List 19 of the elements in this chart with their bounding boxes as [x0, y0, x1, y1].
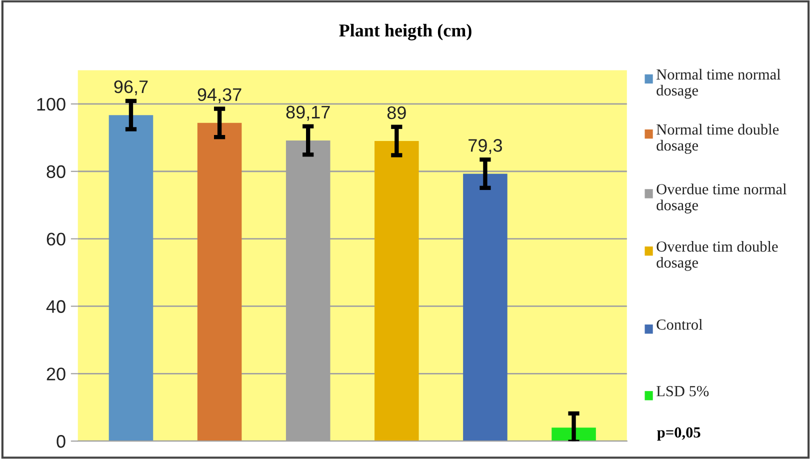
data-label: 89,17 [286, 106, 330, 121]
legend-label: Overdue tim double dosage [656, 240, 778, 271]
data-label: 89 [387, 106, 406, 120]
legend-label: Control [656, 319, 702, 330]
text: p=0,05 [657, 427, 700, 441]
y-tick-label: 20 [46, 368, 66, 380]
data-label: 94,37 [198, 88, 242, 104]
legend-label: Normal time normal dosage [656, 68, 781, 99]
y-tick-label: 80 [46, 165, 66, 178]
chart-title: Plant heigth (cm) [339, 24, 472, 40]
y-tick-label: 100 [37, 98, 66, 111]
y-tick-label: 60 [46, 232, 66, 246]
legend-label: LSD 5% [656, 386, 709, 396]
y-tick-label: 0 [56, 435, 66, 448]
data-label: 96,7 [114, 80, 148, 96]
y-tick-label: 40 [46, 300, 66, 313]
data-label: 79,3 [468, 139, 502, 154]
legend-label: Normal time double dosage [656, 124, 779, 154]
legend-label: Overdue time normal dosage [656, 184, 786, 214]
